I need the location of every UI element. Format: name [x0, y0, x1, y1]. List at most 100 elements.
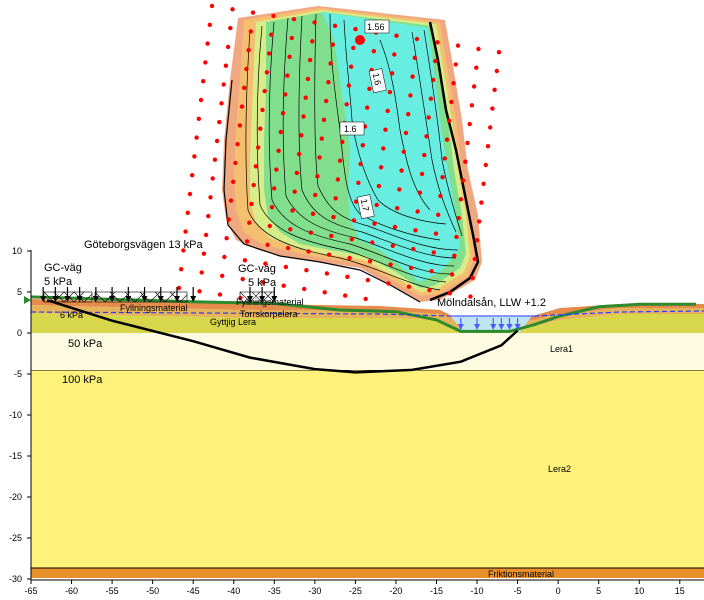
grid-dot	[401, 149, 406, 154]
fs-min-marker	[355, 35, 365, 45]
contour-line	[329, 13, 441, 241]
grid-dot	[371, 49, 376, 54]
groundwater-line	[30, 310, 704, 317]
fs-contour-label-b: 1.6	[344, 124, 357, 134]
label-molndalsan: Mölndalsån, LLW +1.2	[437, 297, 546, 309]
grid-dot	[181, 248, 186, 253]
y-tick-label: -15	[9, 451, 22, 461]
grid-dot	[481, 181, 486, 186]
y-axis-ticks: 10 5 0 -5 -10 -15 -20 -25 -30	[9, 246, 31, 584]
grid-dot	[260, 107, 265, 113]
grid-dot	[419, 171, 425, 177]
grid-dot	[378, 165, 384, 170]
grid-dot	[347, 255, 352, 261]
grid-dot	[460, 178, 466, 183]
grid-dot	[292, 189, 297, 194]
grid-dot	[267, 223, 272, 229]
load-arrow-head	[64, 296, 71, 302]
grid-dot	[196, 116, 201, 122]
grid-dot	[449, 99, 454, 105]
contour-line	[379, 39, 431, 211]
fs-region-cyan	[322, 12, 460, 282]
grid-dot	[315, 174, 320, 179]
water-arrow-head	[498, 324, 505, 330]
contour-line	[256, 25, 447, 283]
grid-dot	[251, 182, 256, 188]
grid-dot	[235, 142, 240, 147]
grid-dot	[299, 133, 304, 138]
grid-dot	[219, 101, 224, 106]
grid-dot	[210, 176, 215, 181]
layer-lera2	[31, 370, 704, 568]
grid-dot	[483, 162, 488, 168]
grid-dot	[354, 199, 359, 204]
grid-dot	[283, 92, 288, 97]
grid-dot	[302, 286, 307, 292]
load-arrow-head	[246, 296, 253, 302]
grid-dot	[248, 29, 253, 34]
grid-dot	[225, 44, 231, 50]
grid-dot	[417, 190, 423, 195]
grid-dot	[374, 202, 379, 208]
fs-edge-hatching-left	[223, 79, 421, 303]
load-arrow-head	[52, 296, 59, 302]
y-tick-label: -5	[14, 369, 22, 379]
grid-dot	[471, 84, 477, 89]
grid-dot	[326, 252, 332, 257]
grid-dot	[470, 275, 475, 280]
grid-dot	[253, 164, 259, 169]
x-tick-label: -20	[389, 586, 402, 596]
grid-dot	[351, 218, 357, 223]
x-tick-label: 15	[675, 586, 685, 596]
grid-dot	[343, 293, 348, 298]
grid-dot	[476, 46, 481, 52]
label-friktionsmaterial: Friktionsmaterial	[488, 569, 554, 579]
grid-dot	[431, 250, 436, 255]
grid-dot	[263, 261, 268, 266]
grid-dot	[412, 55, 417, 60]
grid-dot	[496, 50, 502, 55]
grid-dot	[485, 144, 491, 149]
grid-dot	[197, 289, 202, 294]
grid-dot	[250, 10, 256, 15]
grid-dot	[463, 159, 468, 164]
grid-dot	[447, 118, 452, 124]
grid-dot	[244, 239, 250, 244]
grid-dot	[408, 93, 413, 98]
water-arrow-head	[506, 324, 513, 330]
grid-dot	[199, 270, 204, 275]
grid-dot	[221, 82, 226, 87]
grid-dot	[390, 243, 395, 248]
load-arrow-head	[190, 296, 197, 302]
grid-dot	[346, 83, 352, 88]
grid-dot	[287, 54, 292, 59]
contour-line	[423, 29, 463, 237]
grid-dot	[271, 13, 276, 19]
grid-dot	[358, 161, 363, 167]
grid-dot	[440, 175, 445, 180]
load-arrow-head	[92, 296, 99, 302]
grid-dot	[281, 283, 286, 288]
y-tick-label: 5	[17, 287, 22, 297]
grid-dot	[367, 259, 373, 264]
grid-dot	[310, 39, 315, 44]
grid-dot	[240, 276, 245, 282]
grid-dot	[424, 134, 429, 139]
grid-dot	[183, 229, 188, 234]
ground-surface	[30, 295, 696, 333]
grid-dot	[324, 271, 330, 276]
grid-dot	[469, 103, 475, 108]
grid-dot	[176, 285, 182, 291]
x-tick-label: -60	[65, 586, 78, 596]
water-arrow-head	[514, 324, 521, 330]
y-tick-label: 10	[12, 246, 22, 256]
fs-edge-hatching	[428, 21, 480, 302]
grid-dot	[310, 211, 316, 216]
contour-line	[268, 21, 451, 275]
grid-dot	[365, 277, 371, 283]
grid-dot	[305, 76, 311, 82]
grid-dot	[474, 65, 479, 70]
grid-dot	[192, 154, 197, 159]
grid-dot	[223, 63, 229, 68]
grid-dot	[414, 36, 420, 42]
